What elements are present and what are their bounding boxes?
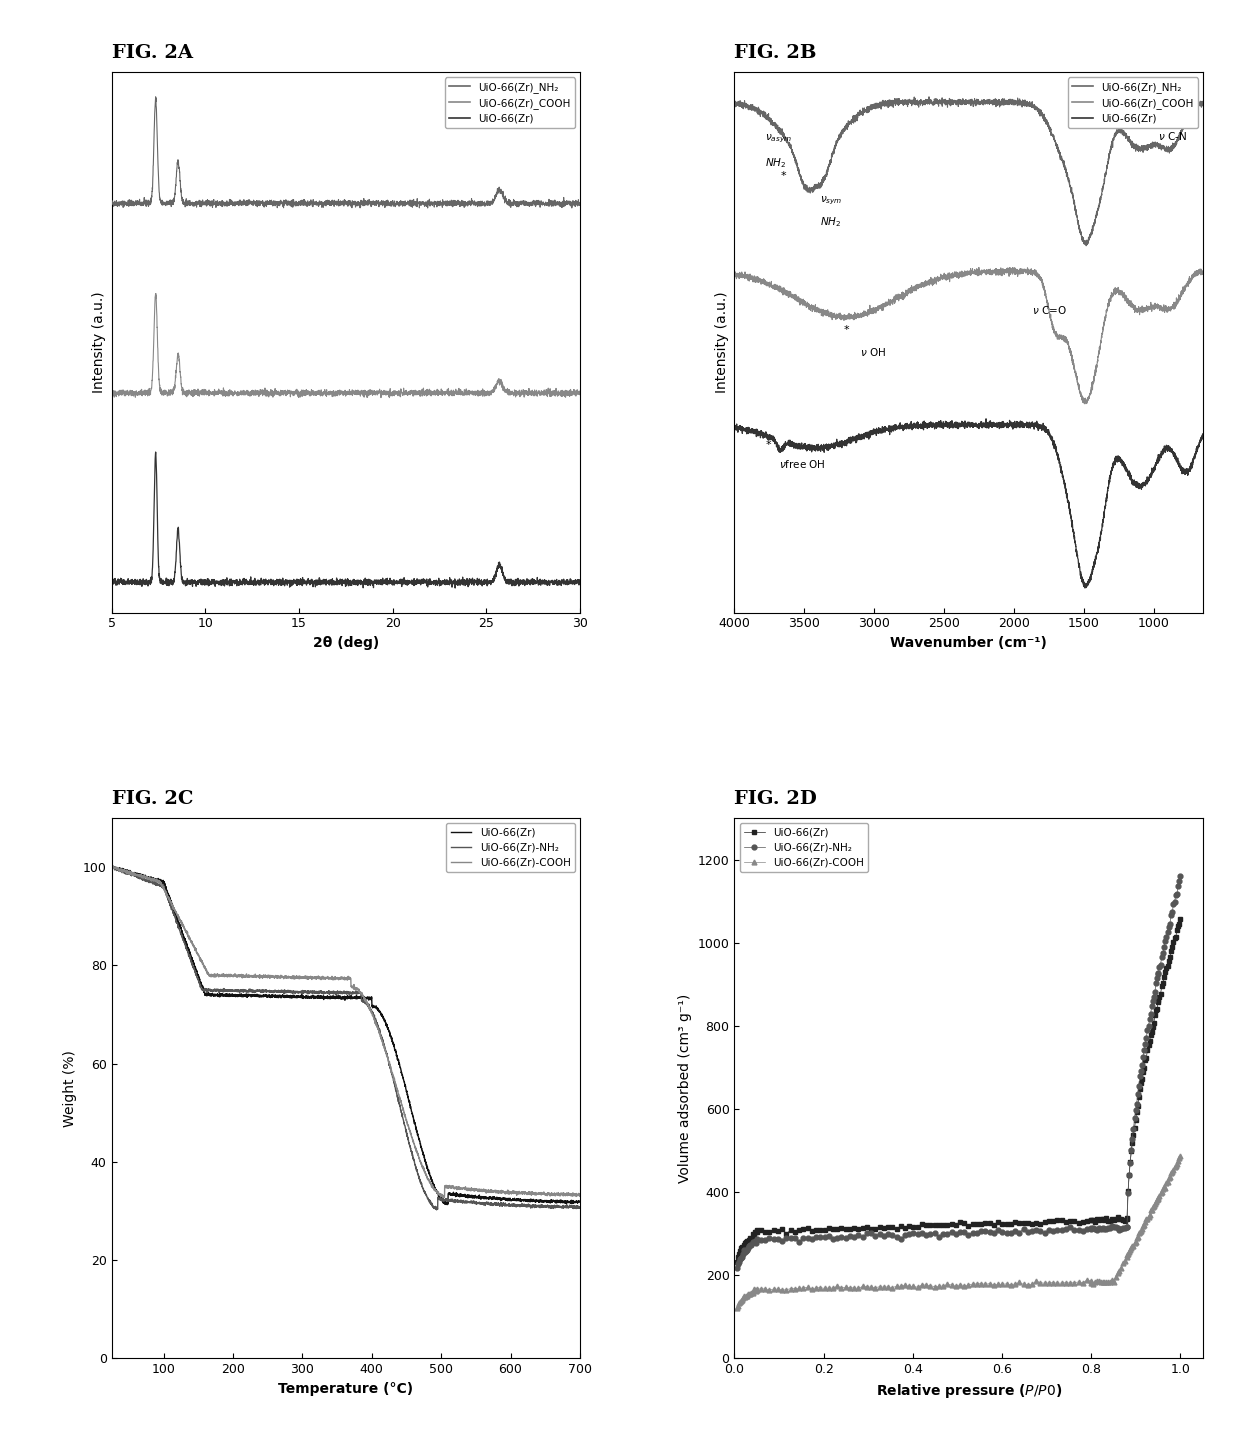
UiO-66(Zr)-NH₂ xyxy=(284,984,299,1001)
UiO-66(Zr)-COOH xyxy=(1012,1273,1027,1290)
UiO-66(Zr) xyxy=(1173,910,1188,928)
X-axis label: 2θ (deg): 2θ (deg) xyxy=(312,636,379,650)
Line: UiO-66(Zr)-NH₂: UiO-66(Zr)-NH₂ xyxy=(734,874,1183,1270)
Text: *: * xyxy=(843,325,849,335)
UiO-66(Zr) xyxy=(513,1192,528,1209)
UiO-66(Zr)-NH₂ xyxy=(1042,1221,1056,1238)
UiO-66(Zr) xyxy=(1008,1214,1023,1231)
Text: $\nu$ OH: $\nu$ OH xyxy=(861,345,887,358)
Text: *: * xyxy=(765,439,771,449)
Line: UiO-66(Zr): UiO-66(Zr) xyxy=(734,916,1183,1264)
UiO-66(Zr) xyxy=(1152,988,1167,1006)
UiO-66(Zr)-COOH xyxy=(157,881,172,899)
Text: $\nu_{sym}$: $\nu_{sym}$ xyxy=(820,194,842,207)
Text: $\nu$ C=O: $\nu$ C=O xyxy=(1032,303,1066,316)
UiO-66(Zr)-COOH xyxy=(284,968,299,985)
Text: *: * xyxy=(781,171,786,181)
UiO-66(Zr) xyxy=(563,1192,578,1209)
UiO-66(Zr) xyxy=(304,987,319,1004)
UiO-66(Zr)-NH₂ xyxy=(931,1228,946,1246)
UiO-66(Zr)-NH₂ xyxy=(1152,958,1167,975)
Y-axis label: Weight (%): Weight (%) xyxy=(63,1049,77,1127)
UiO-66(Zr)-COOH xyxy=(729,1299,744,1316)
UiO-66(Zr)-COOH xyxy=(1008,1276,1023,1293)
Legend: UiO-66(Zr)_NH₂, UiO-66(Zr)_COOH, UiO-66(Zr): UiO-66(Zr)_NH₂, UiO-66(Zr)_COOH, UiO-66(… xyxy=(445,78,574,129)
Line: UiO-66(Zr)-COOH: UiO-66(Zr)-COOH xyxy=(734,1153,1183,1311)
UiO-66(Zr)-NH₂ xyxy=(564,1198,579,1215)
UiO-66(Zr) xyxy=(185,952,200,970)
Text: $\nu$free OH: $\nu$free OH xyxy=(779,458,826,470)
UiO-66(Zr)-COOH xyxy=(436,1189,451,1207)
UiO-66(Zr)-NH₂ xyxy=(1008,1222,1023,1240)
Line: UiO-66(Zr)-NH₂: UiO-66(Zr)-NH₂ xyxy=(112,866,580,1209)
UiO-66(Zr) xyxy=(440,1196,455,1214)
UiO-66(Zr) xyxy=(729,1253,744,1270)
UiO-66(Zr)-NH₂ xyxy=(573,1199,588,1217)
UiO-66(Zr)-NH₂ xyxy=(766,1230,781,1247)
UiO-66(Zr)-NH₂ xyxy=(104,858,119,876)
UiO-66(Zr) xyxy=(766,1221,781,1238)
UiO-66(Zr)-COOH xyxy=(304,970,319,987)
Text: $NH_2$: $NH_2$ xyxy=(765,156,786,171)
UiO-66(Zr)-NH₂ xyxy=(157,881,172,899)
UiO-66(Zr)-NH₂ xyxy=(1173,867,1188,884)
Text: FIG. 2B: FIG. 2B xyxy=(734,45,817,62)
Legend: UiO-66(Zr), UiO-66(Zr)-NH₂, UiO-66(Zr)-COOH: UiO-66(Zr), UiO-66(Zr)-NH₂, UiO-66(Zr)-C… xyxy=(740,824,868,871)
UiO-66(Zr)-COOH xyxy=(931,1277,946,1295)
UiO-66(Zr)-NH₂ xyxy=(104,857,119,874)
UiO-66(Zr)-NH₂ xyxy=(186,958,201,975)
UiO-66(Zr) xyxy=(157,876,172,893)
UiO-66(Zr)-COOH xyxy=(104,858,119,876)
Y-axis label: Intensity (a.u.): Intensity (a.u.) xyxy=(715,292,729,393)
UiO-66(Zr) xyxy=(104,857,119,874)
Text: $\nu$ C-N: $\nu$ C-N xyxy=(1158,130,1187,143)
UiO-66(Zr) xyxy=(931,1215,946,1233)
Text: FIG. 2C: FIG. 2C xyxy=(112,790,193,808)
UiO-66(Zr)-COOH xyxy=(766,1280,781,1298)
Text: $\nu_{asym}$: $\nu_{asym}$ xyxy=(765,133,792,146)
UiO-66(Zr)-COOH xyxy=(564,1188,579,1205)
UiO-66(Zr)-NH₂ xyxy=(513,1196,528,1214)
UiO-66(Zr)-COOH xyxy=(513,1185,528,1202)
UiO-66(Zr)-NH₂ xyxy=(304,984,319,1001)
Text: $NH_2$: $NH_2$ xyxy=(820,215,841,228)
UiO-66(Zr) xyxy=(573,1194,588,1211)
Text: FIG. 2D: FIG. 2D xyxy=(734,790,817,808)
Y-axis label: Volume adsorbed (cm³ g⁻¹): Volume adsorbed (cm³ g⁻¹) xyxy=(678,994,692,1183)
UiO-66(Zr)-COOH xyxy=(104,857,119,874)
Text: FIG. 2A: FIG. 2A xyxy=(112,45,192,62)
Legend: UiO-66(Zr)_NH₂, UiO-66(Zr)_COOH, UiO-66(Zr): UiO-66(Zr)_NH₂, UiO-66(Zr)_COOH, UiO-66(… xyxy=(1068,78,1198,129)
UiO-66(Zr)-COOH xyxy=(186,936,201,954)
UiO-66(Zr)-NH₂ xyxy=(729,1259,744,1276)
UiO-66(Zr)-COOH xyxy=(1152,1188,1167,1205)
Legend: UiO-66(Zr), UiO-66(Zr)-NH₂, UiO-66(Zr)-COOH: UiO-66(Zr), UiO-66(Zr)-NH₂, UiO-66(Zr)-C… xyxy=(446,824,574,871)
X-axis label: Relative pressure ($\it{P/P0}$): Relative pressure ($\it{P/P0}$) xyxy=(875,1381,1061,1400)
UiO-66(Zr) xyxy=(284,990,299,1007)
UiO-66(Zr) xyxy=(1042,1212,1056,1230)
UiO-66(Zr)-COOH xyxy=(573,1186,588,1204)
UiO-66(Zr)-COOH xyxy=(1042,1274,1056,1292)
X-axis label: Wavenumber (cm⁻¹): Wavenumber (cm⁻¹) xyxy=(890,636,1047,650)
Y-axis label: Intensity (a.u.): Intensity (a.u.) xyxy=(92,292,107,393)
UiO-66(Zr) xyxy=(1012,1214,1027,1231)
UiO-66(Zr)-COOH xyxy=(1173,1147,1188,1165)
Line: UiO-66(Zr)-COOH: UiO-66(Zr)-COOH xyxy=(112,866,580,1198)
X-axis label: Temperature (°C): Temperature (°C) xyxy=(278,1381,413,1396)
Line: UiO-66(Zr): UiO-66(Zr) xyxy=(112,866,580,1205)
UiO-66(Zr)-NH₂ xyxy=(429,1201,444,1218)
UiO-66(Zr)-NH₂ xyxy=(1012,1224,1027,1241)
